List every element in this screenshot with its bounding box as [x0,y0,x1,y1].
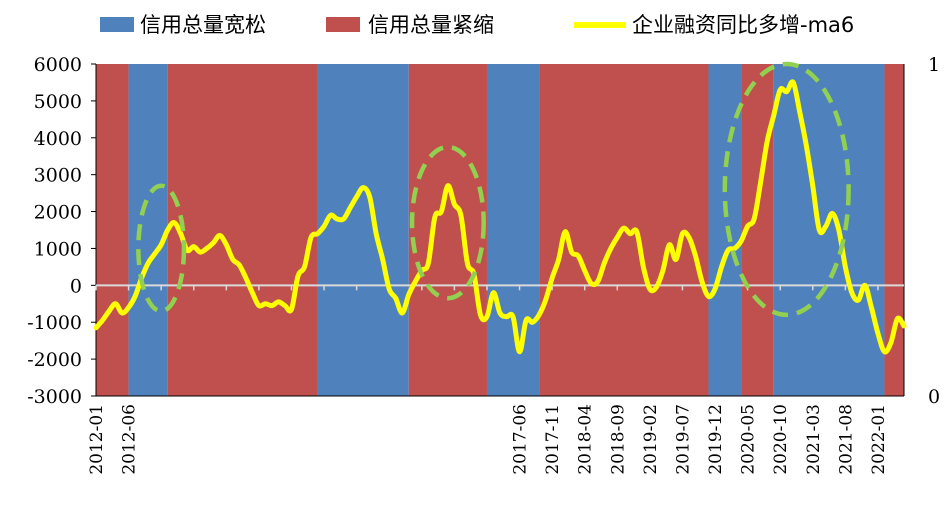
x-tick-label-0: 2012-01 [87,404,107,475]
regime-band-0 [96,64,129,396]
secondary-y-axis: 10 [903,54,940,408]
y-tick-label-7: -1000 [27,312,82,334]
y-tick-label-2: 4000 [34,128,82,150]
x-tick-label-2: 2017-06 [511,404,531,475]
legend-swatch-easing [100,17,134,32]
y-tick-label-8: -2000 [27,349,82,371]
series-line-0 [93,79,907,355]
series-layer [93,79,907,355]
annotation-ellipse-0 [136,183,187,314]
regime-band-9 [773,64,885,396]
x-tick-label-6: 2019-02 [641,404,661,475]
annotation-layer [136,61,851,318]
x-tick-label-1: 2012-06 [120,404,140,475]
regime-band-1 [128,64,168,396]
regime-band-4 [408,64,487,396]
x-tick-label-7: 2019-07 [673,404,693,475]
regime-band-7 [708,64,742,396]
regime-band-2 [167,64,318,396]
y-tick-label-1: 5000 [34,91,82,113]
secondary-y-tick-label-0: 1 [928,54,940,76]
x-axis: 2012-01 2012-06 2017-06 2017-11 2018-04 2018-… [87,284,904,475]
y-tick-label-6: 0 [70,275,82,297]
legend-swatch-tightening [326,17,360,32]
y-axis: 6000 5000 4000 3000 2000 1000 0 -1000 -2000 -3000 [27,54,97,408]
y-tick-label-4: 2000 [34,202,82,224]
annotation-ellipse-1 [409,144,486,301]
secondary-y-tick-label-1: 0 [928,386,940,408]
x-tick-label-11: 2021-03 [804,404,824,475]
legend-label-tightening: 信用总量紧缩 [368,13,494,37]
y-tick-label-3: 3000 [34,165,82,187]
annotation-ellipse-2 [722,61,851,318]
regime-bands [96,64,904,396]
legend-label-easing: 信用总量宽松 [140,13,266,37]
y-tick-label-0: 6000 [34,54,82,76]
x-tick-label-5: 2018-09 [608,404,628,475]
y-tick-label-9: -3000 [27,386,82,408]
x-tick-label-12: 2021-08 [836,404,856,475]
regime-band-3 [317,64,409,396]
y-tick-label-5: 1000 [34,238,82,260]
x-tick-label-3: 2017-11 [543,404,563,475]
regime-band-5 [486,64,540,396]
regime-band-10 [884,64,904,396]
legend: 信用总量宽松 信用总量紧缩 企业融资同比多增-ma6 [100,13,854,37]
legend-label-financing: 企业融资同比多增-ma6 [632,13,854,37]
x-tick-label-8: 2019-12 [706,404,726,475]
x-tick-label-9: 2020-05 [739,404,759,475]
x-tick-label-4: 2018-04 [576,404,596,475]
x-tick-label-10: 2020-10 [771,404,791,475]
x-tick-label-13: 2022-01 [869,404,889,475]
